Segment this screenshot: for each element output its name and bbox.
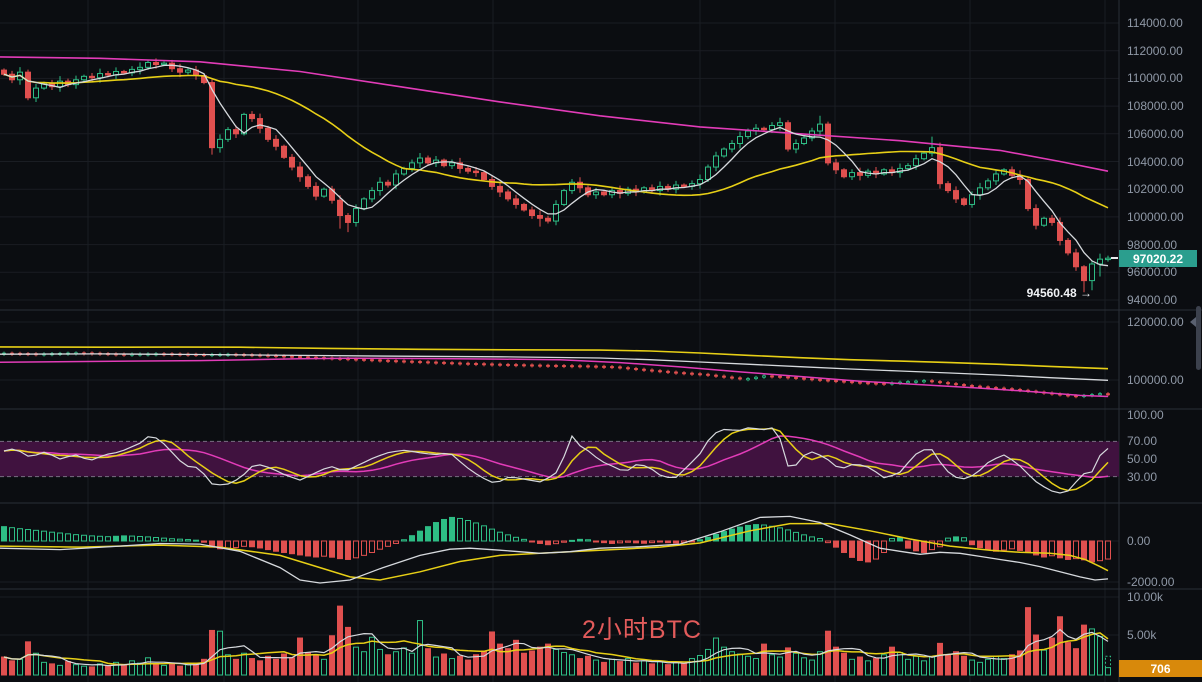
axis-label: 98000.00 — [1127, 237, 1178, 252]
axis-label: 100000.00 — [1127, 373, 1184, 387]
axis-label: 102000.00 — [1127, 182, 1184, 197]
volume-badge: 706 — [1119, 660, 1202, 677]
axis-label: 114000.00 — [1127, 16, 1183, 30]
axis-label: 110000.00 — [1127, 71, 1183, 86]
scroll-left-arrow-icon[interactable] — [1190, 317, 1196, 327]
axis-label: 10.00k — [1127, 590, 1164, 604]
axis-label: 96000.00 — [1127, 265, 1178, 280]
axis-label: 106000.00 — [1127, 126, 1184, 141]
axis-label: -2000.00 — [1127, 575, 1175, 589]
scrollbar[interactable] — [1194, 0, 1202, 682]
axis-label: 30.00 — [1127, 469, 1158, 484]
axis-label: 94000.00 — [1127, 293, 1178, 307]
axis-label: 100000.00 — [1127, 209, 1184, 224]
axis-label: 0.00 — [1127, 534, 1151, 548]
axis-label: 50.00 — [1127, 452, 1158, 466]
last-price-tick — [1111, 257, 1118, 259]
axis-label: 5.00k — [1127, 628, 1157, 642]
axis-label: 104000.00 — [1127, 154, 1184, 169]
axis-label: 120000.00 — [1127, 315, 1184, 329]
axis-label: 100.00 — [1127, 408, 1164, 422]
recent-low-price-label: 94560.48 → — [1026, 286, 1092, 300]
scrollbar-thumb[interactable] — [1195, 306, 1201, 370]
axis-label: 108000.00 — [1127, 99, 1184, 114]
axis-label: 70.00 — [1127, 434, 1158, 449]
timeframe-watermark: 2小时BTC — [582, 616, 702, 644]
axis-label: 112000.00 — [1127, 43, 1183, 58]
last-price-badge: 97020.22 — [1119, 250, 1197, 267]
